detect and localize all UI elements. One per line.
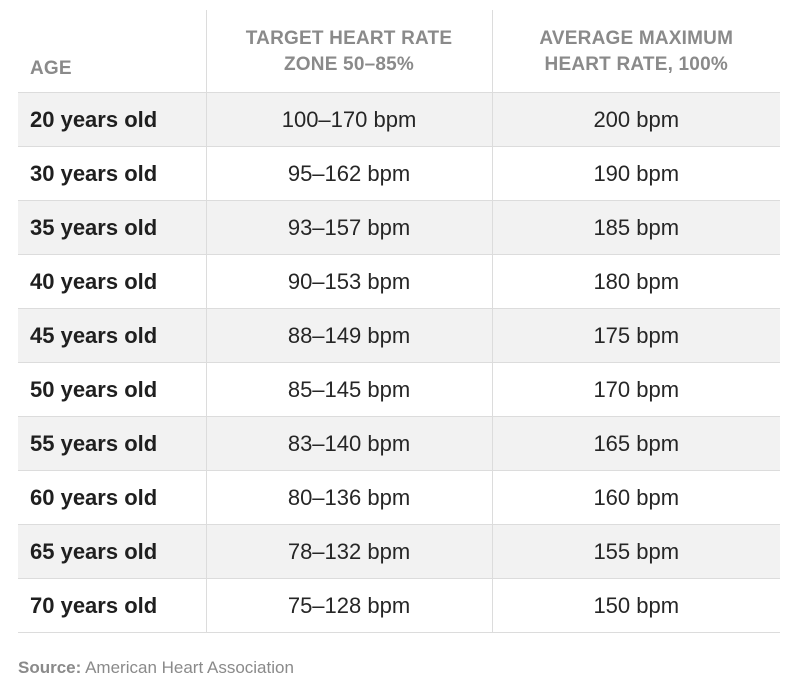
age-cell: 70 years old [18,578,206,633]
max-heart-rate-cell: 180 bpm [491,254,780,309]
column-header-max-heart-rate: AVERAGE MAXIMUM HEART RATE, 100% [491,10,780,93]
column-header-age: AGE [18,10,206,93]
table-row: 45 years old 88–149 bpm 175 bpm [18,308,780,363]
target-heart-rate-cell: 95–162 bpm [205,146,492,201]
age-cell: 45 years old [18,308,206,363]
max-heart-rate-cell: 165 bpm [491,416,780,471]
max-heart-rate-cell: 175 bpm [491,308,780,363]
table-row: 65 years old 78–132 bpm 155 bpm [18,524,780,579]
table-row: 50 years old 85–145 bpm 170 bpm [18,362,780,417]
target-heart-rate-cell: 90–153 bpm [205,254,492,309]
age-cell: 20 years old [18,92,206,147]
target-heart-rate-cell: 88–149 bpm [205,308,492,363]
target-heart-rate-cell: 100–170 bpm [205,92,492,147]
heart-rate-table-container: AGE TARGET HEART RATE ZONE 50–85% AVERAG… [18,10,780,633]
header-row: AGE TARGET HEART RATE ZONE 50–85% AVERAG… [18,10,780,93]
age-cell: 40 years old [18,254,206,309]
table-row: 35 years old 93–157 bpm 185 bpm [18,200,780,255]
column-header-target-heart-rate: TARGET HEART RATE ZONE 50–85% [205,10,492,93]
column-header-target-line-2: ZONE 50–85% [284,54,414,75]
table-body: 20 years old 100–170 bpm 200 bpm 30 year… [18,92,780,633]
source-label: Source: [18,658,82,677]
max-heart-rate-cell: 150 bpm [491,578,780,633]
age-cell: 35 years old [18,200,206,255]
target-heart-rate-cell: 75–128 bpm [205,578,492,633]
target-heart-rate-cell: 80–136 bpm [205,470,492,525]
max-heart-rate-cell: 185 bpm [491,200,780,255]
source-text: American Heart Association [85,658,294,677]
column-header-age-label: AGE [30,58,72,79]
heart-rate-table: AGE TARGET HEART RATE ZONE 50–85% AVERAG… [18,10,780,633]
target-heart-rate-cell: 93–157 bpm [205,200,492,255]
table-row: 60 years old 80–136 bpm 160 bpm [18,470,780,525]
age-cell: 65 years old [18,524,206,579]
column-header-max-line-1: AVERAGE MAXIMUM [539,28,734,49]
max-heart-rate-cell: 160 bpm [491,470,780,525]
column-header-max-line-2: HEART RATE, 100% [544,54,728,75]
table-row: 40 years old 90–153 bpm 180 bpm [18,254,780,309]
column-header-target-line-1: TARGET HEART RATE [245,28,453,49]
target-heart-rate-cell: 78–132 bpm [205,524,492,579]
age-cell: 55 years old [18,416,206,471]
source-note: Source: American Heart Association [18,658,294,678]
target-heart-rate-cell: 85–145 bpm [205,362,492,417]
max-heart-rate-cell: 170 bpm [491,362,780,417]
max-heart-rate-cell: 200 bpm [491,92,780,147]
table-header: AGE TARGET HEART RATE ZONE 50–85% AVERAG… [18,10,780,93]
table-row: 55 years old 83–140 bpm 165 bpm [18,416,780,471]
table-row: 20 years old 100–170 bpm 200 bpm [18,92,780,147]
table-row: 30 years old 95–162 bpm 190 bpm [18,146,780,201]
age-cell: 50 years old [18,362,206,417]
max-heart-rate-cell: 155 bpm [491,524,780,579]
table-row: 70 years old 75–128 bpm 150 bpm [18,578,780,633]
max-heart-rate-cell: 190 bpm [491,146,780,201]
age-cell: 30 years old [18,146,206,201]
target-heart-rate-cell: 83–140 bpm [205,416,492,471]
age-cell: 60 years old [18,470,206,525]
